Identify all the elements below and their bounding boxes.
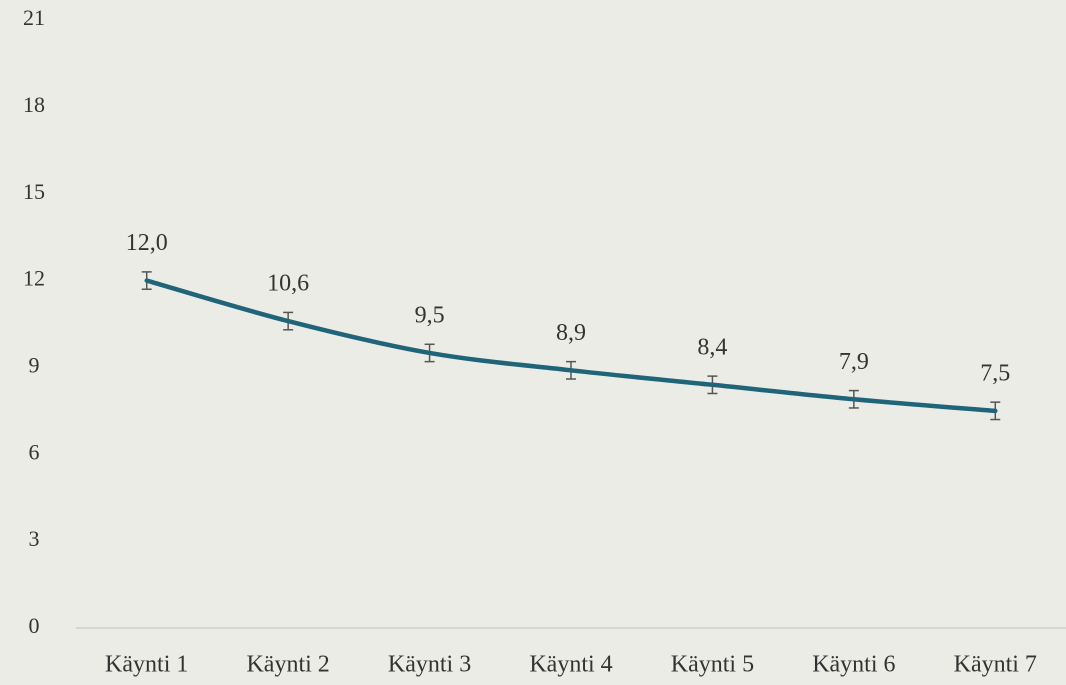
x-tick-label: Käynti 4 — [529, 652, 612, 678]
y-tick-label: 21 — [23, 5, 45, 30]
x-tick-label: Käynti 7 — [954, 652, 1037, 678]
y-tick-label: 3 — [29, 526, 40, 551]
y-tick-label: 0 — [29, 613, 40, 638]
y-tick-label: 15 — [23, 179, 45, 204]
data-label: 8,9 — [556, 320, 586, 346]
x-tick-label: Käynti 1 — [105, 652, 188, 678]
data-label: 7,5 — [980, 360, 1010, 386]
y-tick-label: 9 — [29, 352, 40, 377]
y-tick-label: 12 — [23, 266, 45, 291]
data-label: 9,5 — [415, 302, 445, 328]
line — [144, 278, 998, 414]
y-tick-label: 18 — [23, 92, 45, 117]
data-label: 8,4 — [697, 334, 727, 360]
data-label: 10,6 — [267, 271, 309, 297]
x-tick-label: Käynti 6 — [812, 652, 895, 678]
data-label: 12,0 — [126, 230, 168, 256]
data-label: 7,9 — [839, 349, 869, 375]
x-tick-label: Käynti 5 — [671, 652, 754, 678]
y-tick-label: 6 — [29, 439, 40, 464]
x-tick-label: Käynti 3 — [388, 652, 471, 678]
x-tick-label: Käynti 2 — [246, 652, 329, 678]
